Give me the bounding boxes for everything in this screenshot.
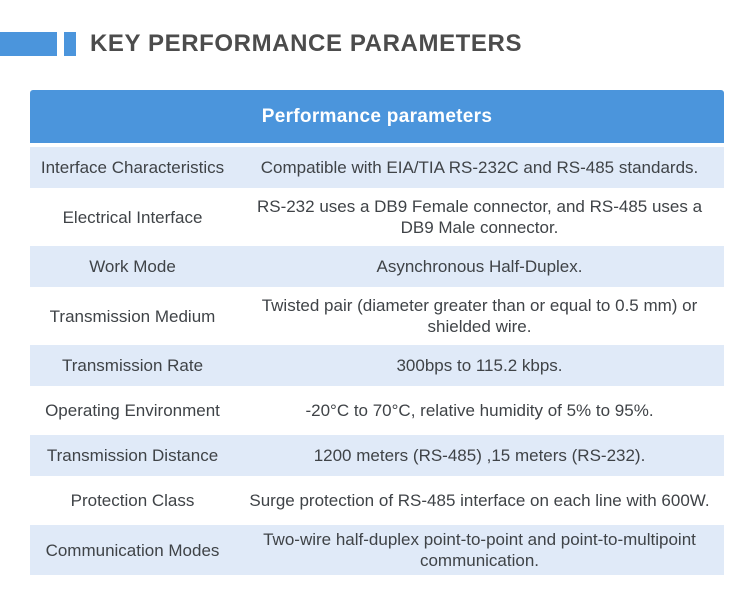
- table-row: Transmission Rate 300bps to 115.2 kbps.: [30, 341, 724, 386]
- parameter-name: Transmission Rate: [61, 356, 204, 375]
- parameter-value: RS-232 uses a DB9 Female connector, and …: [256, 197, 703, 237]
- table-row: Work Mode Asynchronous Half-Duplex.: [30, 242, 724, 287]
- table-row: Interface Characteristics Compatible wit…: [30, 143, 724, 188]
- page-title: KEY PERFORMANCE PARAMETERS: [90, 30, 523, 57]
- table-body: Interface Characteristics Compatible wit…: [30, 143, 724, 575]
- table-row: Communication Modes Two-wire half-duplex…: [30, 521, 724, 575]
- parameter-value: Twisted pair (diameter greater than or e…: [261, 296, 698, 336]
- parameter-name: Operating Environment: [45, 401, 220, 420]
- performance-parameters-table: Performance parameters Interface Charact…: [30, 90, 724, 575]
- parameter-value: Surge protection of RS-485 interface on …: [249, 491, 710, 510]
- parameter-value: 1200 meters (RS-485) ,15 meters (RS-232)…: [313, 446, 646, 465]
- parameter-value: Two-wire half-duplex point-to-point and …: [263, 530, 696, 570]
- table-row: Transmission Distance 1200 meters (RS-48…: [30, 431, 724, 476]
- parameter-name: Electrical Interface: [62, 207, 203, 227]
- parameter-name: Transmission Distance: [46, 446, 219, 465]
- title-accent-tick-icon: [64, 32, 76, 56]
- parameter-name: Work Mode: [89, 257, 176, 276]
- parameter-value: Compatible with EIA/TIA RS-232C and RS-4…: [260, 158, 699, 177]
- parameter-name: Communication Modes: [45, 540, 220, 560]
- title-accent-bar-icon: [0, 32, 57, 56]
- parameter-value: -20°C to 70°C, relative humidity of 5% t…: [305, 401, 654, 420]
- section-title-block: KEY PERFORMANCE PARAMETERS: [0, 0, 754, 57]
- table-title-bar: Performance parameters: [30, 90, 724, 143]
- parameter-value: Asynchronous Half-Duplex.: [376, 257, 583, 276]
- table-row: Operating Environment -20°C to 70°C, rel…: [30, 386, 724, 431]
- parameter-name: Transmission Medium: [49, 306, 216, 326]
- table-row: Protection Class Surge protection of RS-…: [30, 476, 724, 521]
- table-row: Electrical Interface RS-232 uses a DB9 F…: [30, 188, 724, 242]
- table-title: Performance parameters: [261, 105, 493, 127]
- table-row: Transmission Medium Twisted pair (diamet…: [30, 287, 724, 341]
- parameter-value: 300bps to 115.2 kbps.: [396, 356, 563, 375]
- parameter-name: Protection Class: [70, 491, 195, 510]
- parameter-name: Interface Characteristics: [40, 158, 225, 177]
- page: KEY PERFORMANCE PARAMETERS Performance p…: [0, 0, 754, 575]
